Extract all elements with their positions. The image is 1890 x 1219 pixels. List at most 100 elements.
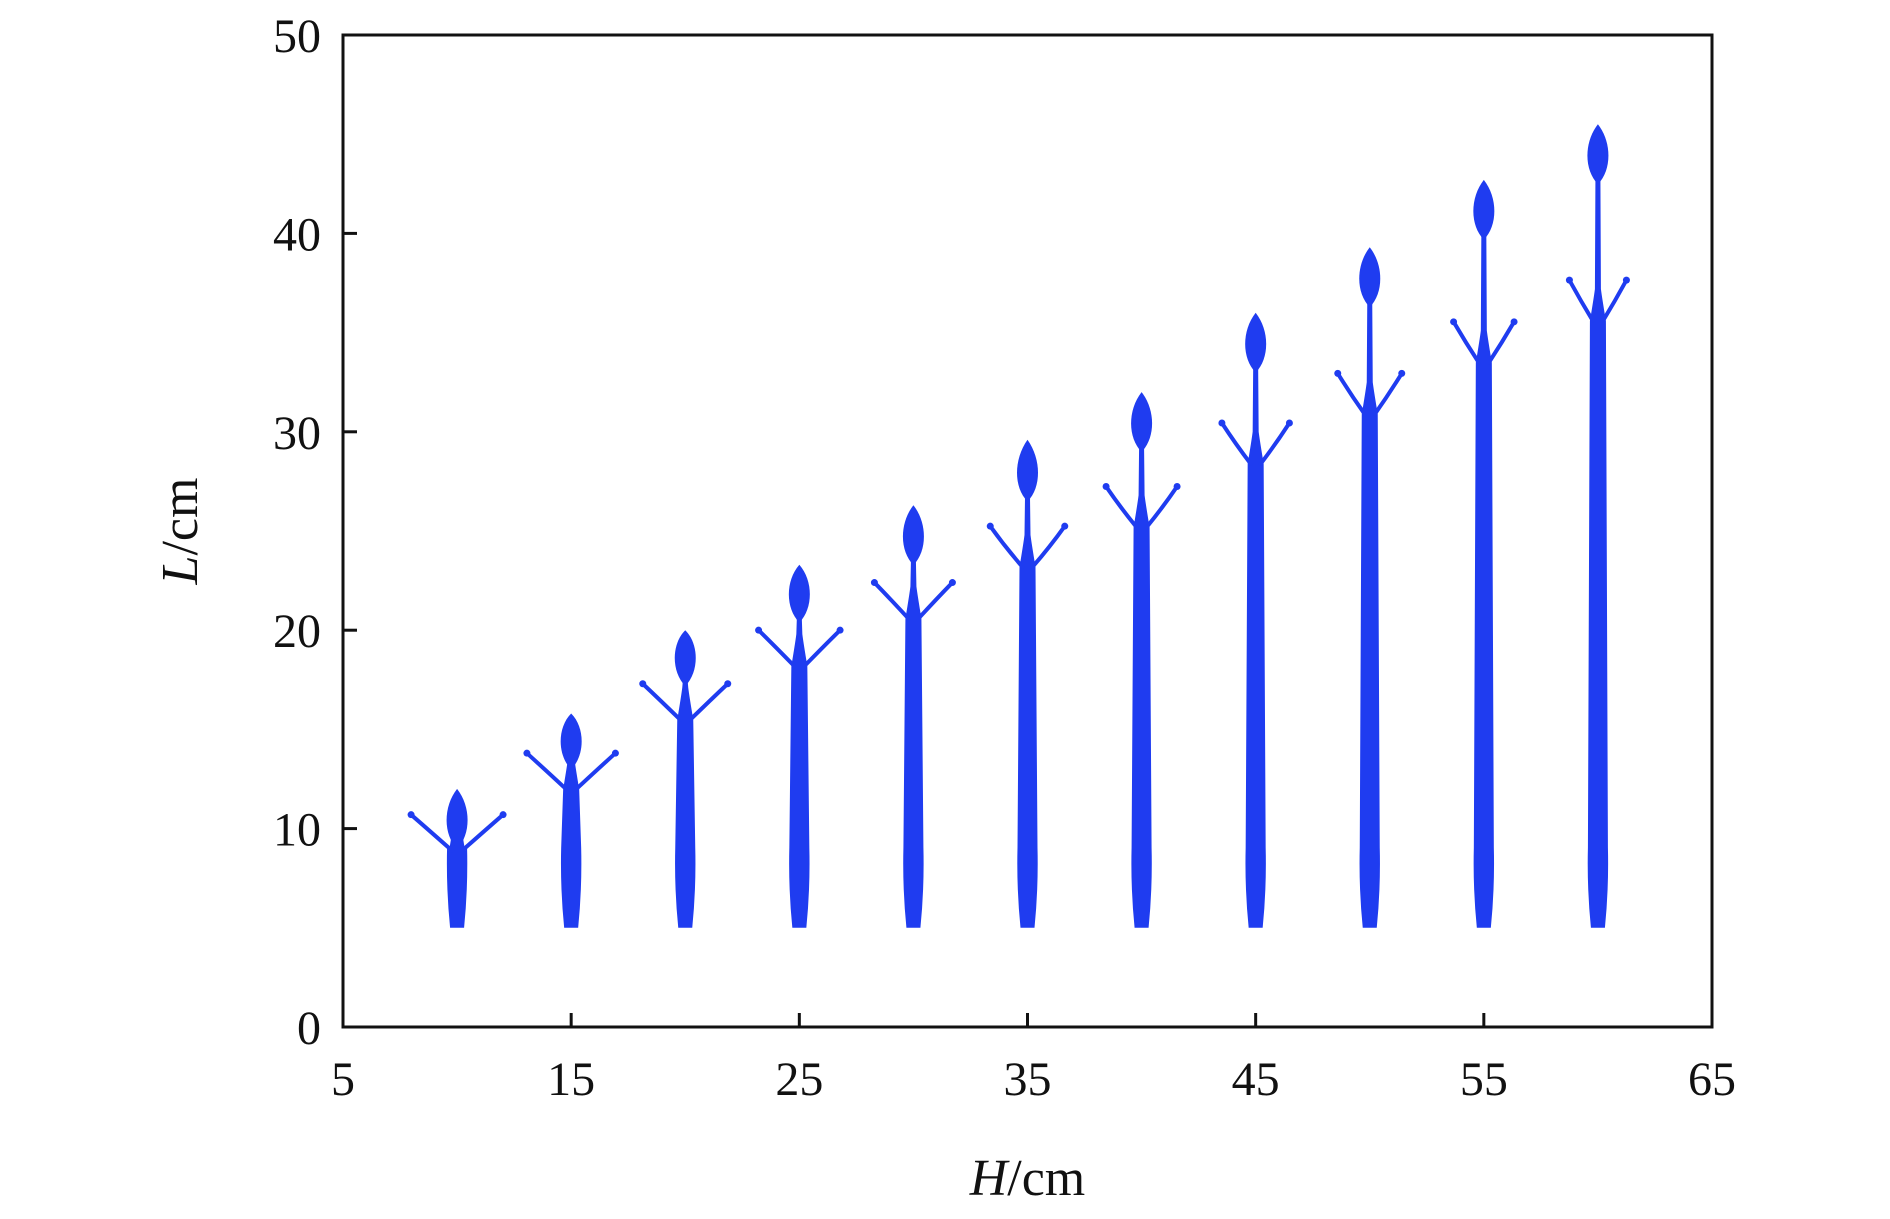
jet-arm-tip (1173, 482, 1181, 490)
jet-arm-left (409, 812, 455, 853)
jet-profile (407, 788, 507, 928)
jet-stem (1587, 180, 1609, 928)
jet-arm-tip (948, 579, 956, 587)
jet-arm-right (1372, 371, 1404, 417)
jet-stem (446, 818, 468, 928)
jet-bulb (1587, 124, 1609, 185)
jet-arm-tip (1510, 318, 1518, 326)
y-axis-unit: /cm (152, 478, 209, 556)
x-tick-label: 35 (1004, 1053, 1052, 1106)
jet-arm-left (1219, 421, 1253, 466)
jet-arm-tip (1398, 369, 1406, 377)
y-tick-label: 20 (273, 605, 321, 658)
x-tick-label: 25 (775, 1053, 823, 1106)
jet-arm-right (1258, 421, 1292, 466)
jet-arm-tip (639, 680, 647, 688)
jet-bulb (788, 564, 810, 623)
jet-arm-tip (499, 811, 507, 819)
jet-profile (1565, 124, 1630, 928)
jet-bulb (1359, 247, 1381, 308)
jet-arm-right (802, 628, 843, 669)
jet-arm-right (1486, 319, 1517, 365)
jet-arm-tip (755, 626, 763, 634)
x-tick-label: 65 (1688, 1053, 1736, 1106)
jet-arm-right (574, 751, 618, 792)
jet-arm-tip (1565, 276, 1573, 284)
jet-bulb (902, 505, 924, 565)
jet-arm-tip (523, 749, 531, 757)
jet-bulb (1473, 179, 1495, 240)
jet-profiles (407, 124, 1630, 928)
jet-arm-right (460, 812, 506, 853)
jet-stem (675, 681, 696, 928)
jet-bulb (1017, 439, 1038, 502)
x-axis-ticks: 5 15 25 35 45 55 65 (331, 1013, 1736, 1106)
jet-arm-right (1030, 524, 1067, 569)
jet-stem (903, 560, 924, 928)
jet-arm-left (640, 681, 683, 722)
y-axis-title: L/cm (152, 478, 209, 586)
jet-bulb (1245, 312, 1267, 373)
y-tick-label: 0 (297, 1002, 321, 1055)
jet-profile (1334, 247, 1406, 928)
jet-profile (1102, 392, 1181, 928)
jet-arm-tip (1218, 419, 1226, 427)
jet-arm-tip (1102, 482, 1110, 490)
jet-stem (1245, 368, 1266, 928)
y-tick-label: 50 (273, 10, 321, 63)
jet-arm-right (916, 580, 955, 621)
jet-arm-right (1144, 484, 1180, 530)
jet-profile (639, 630, 732, 928)
jet-arm-tip (1285, 419, 1293, 427)
jet-arm-tip (407, 811, 415, 819)
y-axis-ticks: 0 10 20 30 40 50 (273, 10, 357, 1055)
jet-stem (1359, 303, 1380, 928)
x-tick-label: 45 (1232, 1053, 1280, 1106)
jet-arm-tip (611, 749, 619, 757)
jet-profile (870, 505, 956, 928)
jet-arm-tip (1334, 369, 1342, 377)
x-tick-label: 55 (1460, 1053, 1508, 1106)
jet-profile (1218, 312, 1293, 928)
y-axis-variable: L (152, 556, 209, 586)
jet-profile (755, 564, 844, 928)
jet-arm-right (1600, 278, 1629, 323)
jet-bulb (446, 788, 468, 849)
jet-stem (1131, 447, 1152, 928)
y-tick-label: 40 (273, 208, 321, 261)
jet-arm-tip (1061, 522, 1069, 530)
jet-arm-left (988, 524, 1025, 569)
jet-stem (1473, 235, 1495, 928)
jet-arm-left (1335, 371, 1367, 417)
x-axis-unit: /cm (1007, 1150, 1085, 1207)
jet-arm-tip (870, 579, 878, 587)
y-tick-label: 30 (273, 407, 321, 460)
jet-arm-tip (1450, 318, 1458, 326)
jet-arm-left (1451, 319, 1481, 365)
jet-bulb (1131, 392, 1153, 452)
jet-profile (523, 713, 619, 928)
jet-stem (789, 618, 810, 928)
jet-arm-tip (1622, 276, 1630, 284)
jet-bulb (674, 630, 696, 686)
x-axis-variable: H (969, 1150, 1010, 1207)
jet-stem (1017, 497, 1038, 928)
jet-arm-tip (724, 680, 732, 688)
y-tick-label: 10 (273, 804, 321, 857)
jet-arm-left (1104, 484, 1139, 530)
jet-arm-left (524, 751, 569, 792)
x-tick-label: 5 (331, 1053, 355, 1106)
jet-profile (986, 439, 1069, 928)
jet-arm-tip (986, 522, 994, 530)
jet-profile (1450, 179, 1518, 928)
jet-arm-tip (836, 626, 844, 634)
jet-stem (560, 757, 582, 928)
jet-arm-left (1567, 278, 1595, 323)
x-tick-label: 15 (547, 1053, 595, 1106)
jet-arm-left (872, 580, 911, 621)
jet-arm-right (688, 681, 730, 722)
x-axis-title: H/cm (969, 1150, 1086, 1207)
jet-arm-left (756, 628, 797, 669)
jet-bulb (560, 713, 582, 770)
